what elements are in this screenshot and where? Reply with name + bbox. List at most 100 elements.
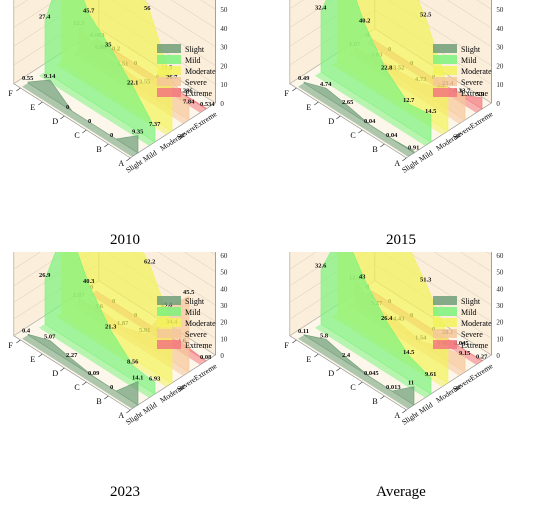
data-label: 0.04 bbox=[364, 118, 376, 125]
chart-panel-2023: 01020304050607080900.081.6000045.529.85.… bbox=[2, 252, 272, 502]
legend-label: Moderate bbox=[461, 319, 492, 328]
chart-svg: 010203040506070805.90.3000013.79.14.733.… bbox=[284, 0, 504, 175]
chart-svg: 01020304050607080900.270.04500009.156.48… bbox=[284, 252, 504, 427]
legend-label: Mild bbox=[461, 56, 477, 65]
y-tick-label: 0 bbox=[496, 100, 500, 108]
series-base-mild bbox=[39, 72, 155, 146]
category-tick bbox=[314, 101, 319, 106]
category-tick bbox=[126, 157, 131, 162]
data-label: 43 bbox=[359, 273, 366, 280]
category-label: D bbox=[328, 369, 334, 378]
data-label: 13.7 bbox=[459, 87, 471, 94]
y-tick-label: 50 bbox=[220, 6, 228, 14]
data-label: 45.5 bbox=[183, 289, 195, 296]
data-label: 62.2 bbox=[144, 258, 155, 265]
legend-swatch bbox=[157, 66, 181, 75]
y-tick-label: 20 bbox=[220, 319, 228, 327]
legend-label: Severe bbox=[185, 78, 207, 87]
data-label: 9.15 bbox=[459, 350, 471, 357]
legend: Slight Mild Moderate Severe Extreme bbox=[433, 296, 492, 350]
data-label: 0 bbox=[66, 104, 69, 111]
data-label: 56 bbox=[144, 5, 151, 12]
category-tick bbox=[358, 381, 363, 386]
series-base-mild bbox=[39, 324, 155, 398]
legend-label: Extreme bbox=[185, 341, 213, 350]
chart-svg: 010203040506070800.5340.286000.20.0637.8… bbox=[8, 0, 228, 175]
gridline bbox=[289, 252, 492, 289]
legend-label: Mild bbox=[185, 56, 201, 65]
category-tick bbox=[104, 395, 109, 400]
legend-swatch bbox=[433, 329, 457, 338]
gridline bbox=[13, 0, 216, 29]
category-label: F bbox=[284, 89, 289, 98]
y-tick-label: 0 bbox=[220, 100, 224, 108]
category-tick bbox=[358, 129, 363, 134]
category-tick bbox=[336, 115, 341, 120]
data-label: 40.3 bbox=[83, 278, 95, 285]
data-label: 9.61 bbox=[425, 371, 436, 378]
legend-label: Severe bbox=[461, 330, 483, 339]
data-label: 2.27 bbox=[66, 352, 78, 359]
data-label: 14.1 bbox=[132, 375, 143, 382]
legend-swatch bbox=[157, 88, 181, 97]
chart-caption-2015: 2015 bbox=[386, 232, 416, 248]
chart-panel-2015: 010203040506070805.90.3000013.79.14.733.… bbox=[278, 0, 548, 250]
legend-swatch bbox=[157, 44, 181, 53]
chart-caption-2023: 2023 bbox=[110, 484, 140, 500]
legend-label: Moderate bbox=[185, 319, 216, 328]
y-tick-label: 10 bbox=[220, 335, 228, 343]
data-label: 0 bbox=[110, 384, 113, 391]
category-label: C bbox=[350, 383, 355, 392]
series-base-slight bbox=[22, 83, 139, 157]
category-tick bbox=[104, 143, 109, 148]
series-axis-label: Slight bbox=[124, 409, 145, 427]
data-label: 0.286 bbox=[178, 87, 193, 94]
category-tick bbox=[126, 409, 131, 414]
legend-label: Severe bbox=[185, 330, 207, 339]
y-tick-label: 10 bbox=[496, 335, 504, 343]
series-axis-label: Slight bbox=[124, 157, 145, 175]
legend: Slight Mild Moderate Severe Extreme bbox=[157, 296, 216, 350]
legend-swatch bbox=[433, 340, 457, 349]
legend: Slight Mild Moderate Severe Extreme bbox=[157, 44, 216, 98]
gridline bbox=[289, 252, 492, 306]
gridline bbox=[289, 0, 492, 47]
category-tick bbox=[60, 115, 65, 120]
category-tick bbox=[380, 395, 385, 400]
y-tick-label: 40 bbox=[496, 285, 504, 293]
data-label: 21.3 bbox=[105, 324, 117, 331]
data-label: 0.3 bbox=[454, 87, 463, 94]
category-label: B bbox=[372, 397, 377, 406]
data-label: 0.04 bbox=[386, 132, 398, 139]
category-tick bbox=[60, 367, 65, 372]
legend-swatch bbox=[433, 88, 457, 97]
data-label: 0.013 bbox=[386, 384, 401, 391]
legend-swatch bbox=[433, 66, 457, 75]
category-tick bbox=[292, 339, 297, 344]
legend-label: Mild bbox=[185, 308, 201, 317]
legend-label: Moderate bbox=[185, 67, 216, 76]
y-tick-label: 30 bbox=[496, 44, 504, 52]
y-tick-label: 50 bbox=[220, 269, 228, 277]
legend-swatch bbox=[433, 77, 457, 86]
category-label: E bbox=[306, 355, 311, 364]
data-label: 0.55 bbox=[22, 75, 34, 82]
legend-label: Severe bbox=[461, 78, 483, 87]
y-tick-label: 30 bbox=[496, 302, 504, 310]
y-tick-label: 0 bbox=[220, 352, 224, 360]
category-label: C bbox=[350, 131, 355, 140]
category-tick bbox=[402, 157, 407, 162]
data-label: 5.8 bbox=[320, 332, 329, 339]
data-label: 26.9 bbox=[39, 272, 51, 279]
category-label: B bbox=[96, 145, 101, 154]
category-tick bbox=[82, 381, 87, 386]
series-base-slight bbox=[298, 335, 414, 409]
series-axis-label: Mild bbox=[141, 148, 158, 164]
legend-label: Slight bbox=[461, 297, 481, 306]
gridline bbox=[13, 252, 216, 289]
data-label: 0 bbox=[110, 132, 113, 139]
data-label: 0.49 bbox=[298, 75, 310, 82]
data-label: 5.9 bbox=[476, 91, 485, 98]
y-tick-label: 10 bbox=[496, 81, 504, 89]
category-label: D bbox=[52, 117, 58, 126]
